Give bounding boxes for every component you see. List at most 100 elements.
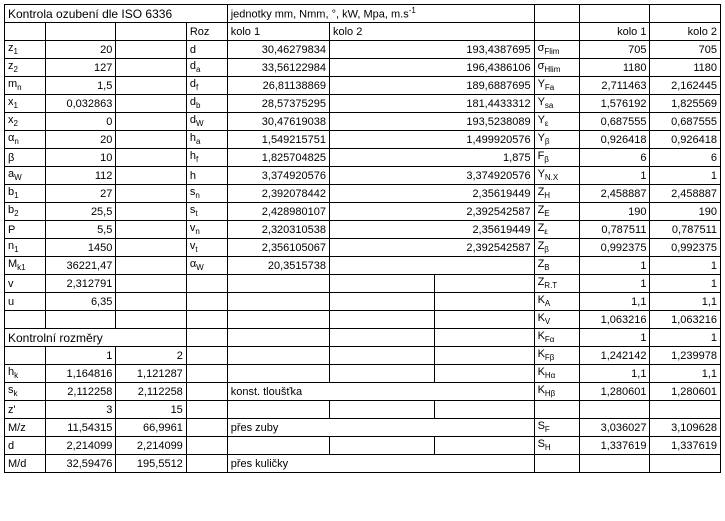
l-val-beta: 10: [45, 149, 115, 167]
r-k2-Fbeta: 6: [650, 149, 721, 167]
r-k2-KV: 1,063216: [650, 311, 721, 329]
r-k1-SH: 1,337619: [580, 437, 650, 455]
r-k2-KFa: 1: [650, 329, 721, 347]
l-val-b2: 25,5: [45, 203, 115, 221]
kolo2-hdr: kolo 2: [330, 23, 535, 41]
l-val-b1: 27: [45, 185, 115, 203]
units: jednotky mm, Nmm, °, kW, Mpa, m.s-1: [227, 5, 534, 23]
m-sym-vn: vn: [186, 221, 227, 239]
k-note-sk: konst. tloušťka: [227, 383, 534, 401]
r-sym-KHa: KHα: [534, 365, 579, 383]
m-sym-sn: sn: [186, 185, 227, 203]
k-b-zp: 15: [116, 401, 186, 419]
r-k2-Yeps: 0,687555: [650, 113, 721, 131]
l-sym-aw: aW: [5, 167, 46, 185]
m-sym-ha: ha: [186, 131, 227, 149]
r-k1-KFb: 1,242142: [580, 347, 650, 365]
kolo1-hdr-r: kolo 1: [580, 23, 650, 41]
m-k1-hf: 1,825704825: [227, 149, 329, 167]
l-val-Mk1: 36221,47: [45, 257, 115, 275]
l-val-z2: 127: [45, 59, 115, 77]
l-val-x2: 0: [45, 113, 115, 131]
l-sym-P: P: [5, 221, 46, 239]
l-sym-b1: b1: [5, 185, 46, 203]
r-sym-KA: KA: [534, 293, 579, 311]
m-k2-hf: 1,875: [330, 149, 535, 167]
r-k1-KFa: 1: [580, 329, 650, 347]
m-k1-da: 33,56122984: [227, 59, 329, 77]
r-k2-YNX: 1: [650, 167, 721, 185]
k-b-Mz: 66,9961: [116, 419, 186, 437]
kontrol-title: Kontrolní rozměry: [5, 329, 187, 347]
l-sym-vvel: v: [5, 275, 46, 293]
r-k2-SH: 1,337619: [650, 437, 721, 455]
title: Kontrola ozubení dle ISO 6336: [5, 5, 228, 23]
kolo1-hdr: kolo 1: [227, 23, 329, 41]
l-val-vvel: 2,312791: [45, 275, 115, 293]
m-k1-vn: 2,320310538: [227, 221, 329, 239]
r-k1-YFa: 2,711463: [580, 77, 650, 95]
m-k1-sn: 2,392078442: [227, 185, 329, 203]
k-a-Md: 32,59476: [45, 455, 115, 473]
l-sym-z1: z1: [5, 41, 46, 59]
m-sym-vt: vt: [186, 239, 227, 257]
r-sym-ZE: ZE: [534, 203, 579, 221]
r-sym-Ybeta: Yβ: [534, 131, 579, 149]
r-sym-ZRT: ZR.T: [534, 275, 579, 293]
m-k2-vt: 2,392542587: [330, 239, 535, 257]
r-sym-Zeps: Zε: [534, 221, 579, 239]
m-k1-d: 30,46279834: [227, 41, 329, 59]
m-k2-vn: 2,35619449: [330, 221, 535, 239]
m-k2-df: 189,6887695: [330, 77, 535, 95]
l-val-P: 5,5: [45, 221, 115, 239]
m-k2-aw: [330, 257, 535, 275]
r-sym-Yeps: Yε: [534, 113, 579, 131]
r-k1-sHlim: 1180: [580, 59, 650, 77]
k-a-sk: 2,112258: [45, 383, 115, 401]
r-k1-Zbeta: 0,992375: [580, 239, 650, 257]
r-k2-Ybeta: 0,926418: [650, 131, 721, 149]
m-sym-dw: dW: [186, 113, 227, 131]
r-sym-KHb: KHβ: [534, 383, 579, 401]
r-k1-KHa: 1,1: [580, 365, 650, 383]
m-sym-df: df: [186, 77, 227, 95]
r-k1-sFlim: 705: [580, 41, 650, 59]
k-sym-Mz: M/z: [5, 419, 46, 437]
r-sym-YNX: YN.X: [534, 167, 579, 185]
r-sym-ZH: ZH: [534, 185, 579, 203]
m-sym-hf: hf: [186, 149, 227, 167]
r-k1-ZRT: 1: [580, 275, 650, 293]
m-k1-ha: 1,549215751: [227, 131, 329, 149]
r-sym-KFb: KFβ: [534, 347, 579, 365]
r-sym-SH: SH: [534, 437, 579, 455]
l-val-z1: 20: [45, 41, 115, 59]
l-sym-x2: x2: [5, 113, 46, 131]
m-k2-d: 193,4387695: [330, 41, 535, 59]
m-sym-h: h: [186, 167, 227, 185]
l-sym-mn: mn: [5, 77, 46, 95]
m-k2-da: 196,4386106: [330, 59, 535, 77]
r-k1-Zeps: 0,787511: [580, 221, 650, 239]
r-sym-sHlim: σHlim: [534, 59, 579, 77]
k-sym-Md: M/d: [5, 455, 46, 473]
kcol1: 1: [45, 347, 115, 365]
m-k1-aw: 20,3515738: [227, 257, 329, 275]
r-k1-ZB: 1: [580, 257, 650, 275]
r-k2-sFlim: 705: [650, 41, 721, 59]
r-k2-YFa: 2,162445: [650, 77, 721, 95]
kcol2: 2: [116, 347, 186, 365]
m-sym-st: st: [186, 203, 227, 221]
l-val-an: 20: [45, 131, 115, 149]
l-val-aw: 112: [45, 167, 115, 185]
l-sym-z2: z2: [5, 59, 46, 77]
l-sym-b2: b2: [5, 203, 46, 221]
r-k2-Zeps: 0,787511: [650, 221, 721, 239]
k-note-Md: přes kuličky: [227, 455, 534, 473]
r-k1-Yeps: 0,687555: [580, 113, 650, 131]
m-k1-db: 28,57375295: [227, 95, 329, 113]
m-k1-st: 2,428980107: [227, 203, 329, 221]
r-sym-YFa: YFa: [534, 77, 579, 95]
r-k2-sHlim: 1180: [650, 59, 721, 77]
r-sym-KFa: KFα: [534, 329, 579, 347]
l-sym-x1: x1: [5, 95, 46, 113]
